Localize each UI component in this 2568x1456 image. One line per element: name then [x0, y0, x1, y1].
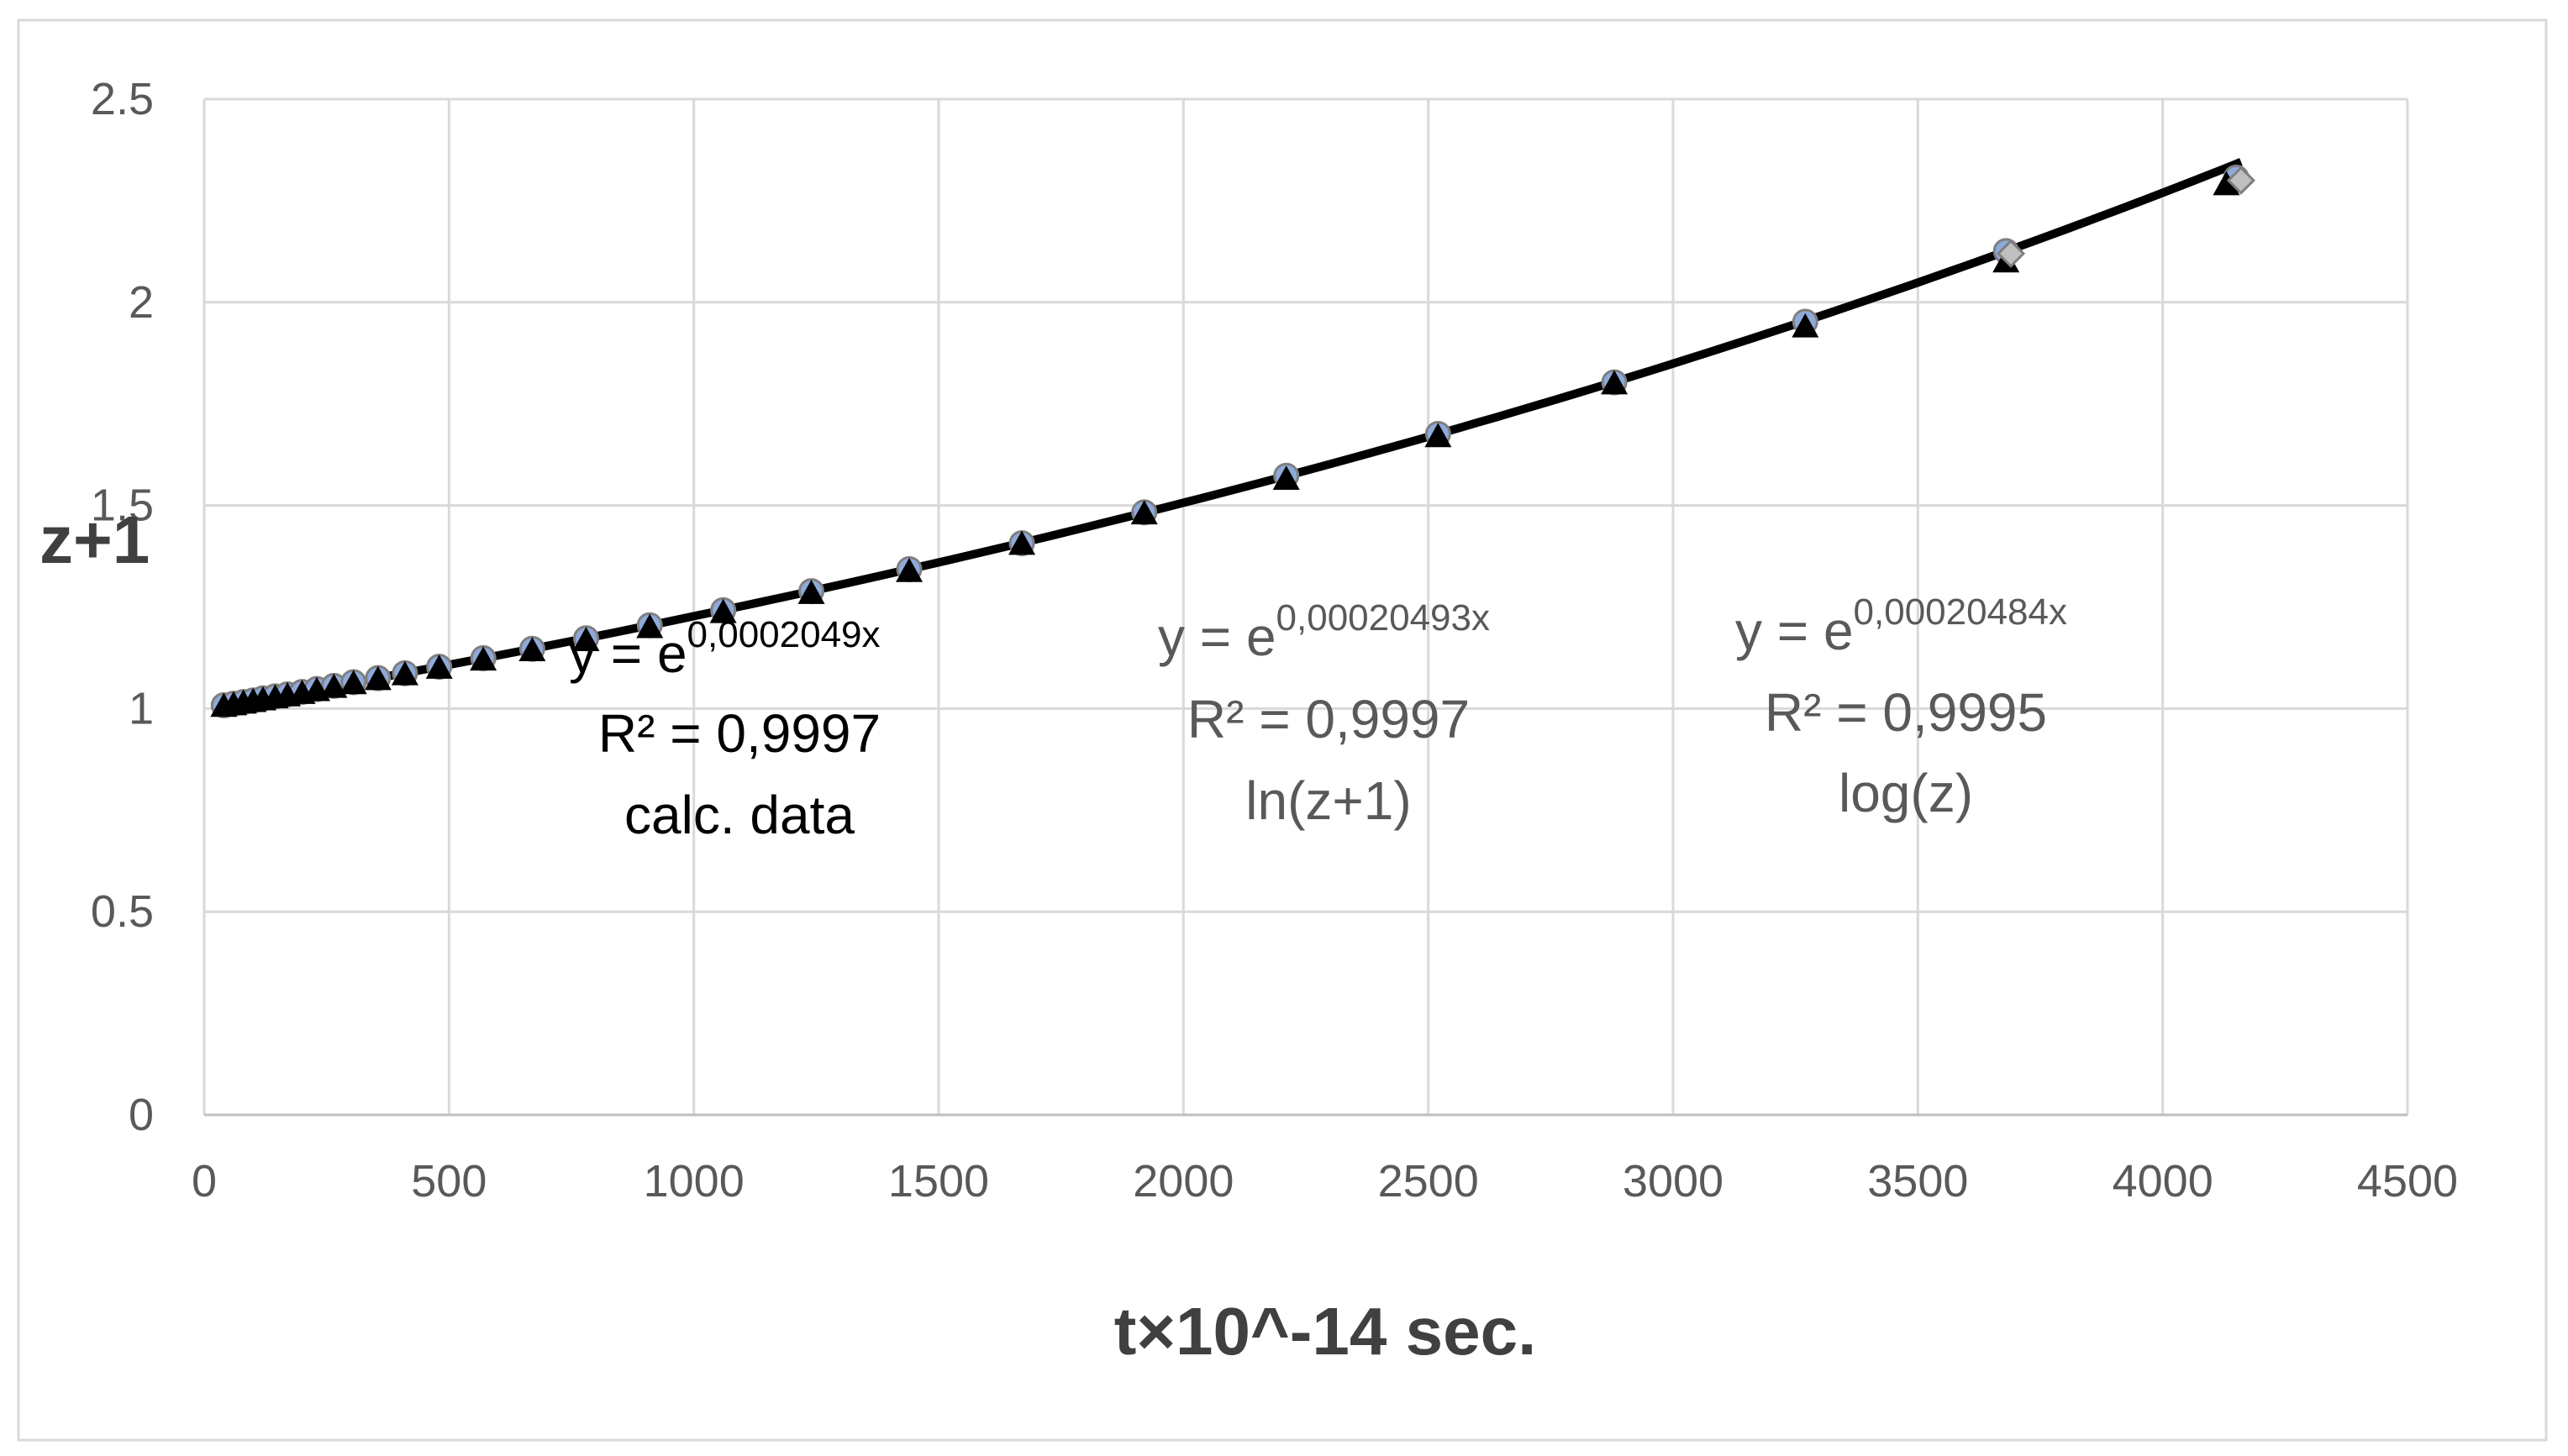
annotation-3-r2: R² = 0,9995	[1765, 682, 2047, 743]
annotation-2-equation: y = e0,00020493x	[1158, 597, 1490, 667]
annotation-1-equation: y = e0,0002049x	[569, 614, 881, 684]
annotation-1-r2: R² = 0,9997	[598, 703, 881, 764]
data-point-triangle	[425, 654, 453, 679]
annotation-1-base: y = e	[569, 623, 687, 684]
data-point-triangle	[518, 637, 546, 662]
data-point-triangle	[339, 670, 367, 695]
x-tick-label: 1500	[888, 1156, 989, 1206]
annotation-3-base: y = e	[1735, 601, 1854, 661]
x-tick-label: 2500	[1378, 1156, 1479, 1206]
annotation-2-r2: R² = 0,9997	[1187, 689, 1470, 749]
y-axis-label: z+1	[39, 502, 150, 577]
data-point-diamond	[1996, 239, 2026, 268]
data-point-triangle	[1424, 423, 1452, 448]
annotation-2-base: y = e	[1158, 607, 1276, 667]
data-point-triangle	[797, 580, 825, 604]
y-tick-label: 2.5	[91, 74, 154, 124]
y-tick-label: 1	[129, 683, 154, 733]
annotation-1-label: calc. data	[624, 785, 855, 845]
annotation-2-exponent: 0,00020493x	[1276, 597, 1490, 639]
y-tick-label: 1.5	[91, 481, 154, 531]
annotation-ln: y = e0,00020493x R² = 0,9997 ln(z+1)	[1158, 597, 1490, 831]
data-point-triangle	[1008, 530, 1036, 555]
x-tick-label: 1000	[644, 1156, 745, 1206]
data-point-triangle	[470, 646, 497, 671]
annotation-3-exponent: 0,00020484x	[1854, 591, 2067, 633]
grid	[203, 97, 2409, 1117]
data-point-triangle	[2213, 171, 2240, 196]
x-axis-label: t×10^-14 sec.	[1114, 1294, 1537, 1369]
trendlines	[223, 158, 2243, 710]
x-tick-label: 4000	[2113, 1156, 2213, 1206]
y-tick-label: 0.5	[91, 886, 154, 937]
data-point-triangle	[364, 665, 392, 691]
data-point-triangle	[1601, 370, 1629, 395]
annotation-2-label: ln(z+1)	[1245, 770, 1411, 831]
data-point-diamond	[2226, 166, 2256, 195]
x-tick-label: 2000	[1133, 1156, 1234, 1206]
y-tick-label: 0	[129, 1090, 154, 1140]
x-tick-label: 4500	[2357, 1156, 2458, 1206]
data-markers	[210, 164, 2256, 719]
x-tick-label: 3000	[1623, 1156, 1723, 1206]
data-point-triangle	[391, 660, 418, 686]
annotation-calc-data: y = e0,0002049x R² = 0,9997 calc. data	[569, 614, 881, 845]
annotation-3-label: log(z)	[1839, 763, 1973, 823]
data-point-triangle	[636, 613, 664, 639]
data-point-triangle	[709, 598, 737, 623]
tick-labels: 0 500 1000 1500 2000 2500 3000 3500 4000 4500 0 0.5…	[91, 74, 2458, 1206]
data-point-triangle	[572, 627, 600, 651]
x-tick-label: 0	[192, 1156, 217, 1206]
trendline-3	[223, 159, 2243, 708]
annotation-1-exponent: 0,0002049x	[687, 614, 881, 655]
data-point-triangle	[896, 557, 924, 582]
data-point-triangle	[1272, 465, 1300, 490]
data-point-triangle	[320, 673, 348, 698]
x-tick-label: 500	[411, 1156, 487, 1206]
data-point-triangle	[1130, 500, 1158, 525]
chart-border	[17, 18, 2548, 1442]
annotation-3-equation: y = e0,00020484x	[1735, 591, 2067, 661]
x-tick-label: 3500	[1867, 1156, 1968, 1206]
data-point-triangle	[1792, 313, 1819, 338]
annotation-log: y = e0,00020484x R² = 0,9995 log(z)	[1735, 591, 2067, 823]
y-tick-label: 2	[129, 277, 154, 328]
